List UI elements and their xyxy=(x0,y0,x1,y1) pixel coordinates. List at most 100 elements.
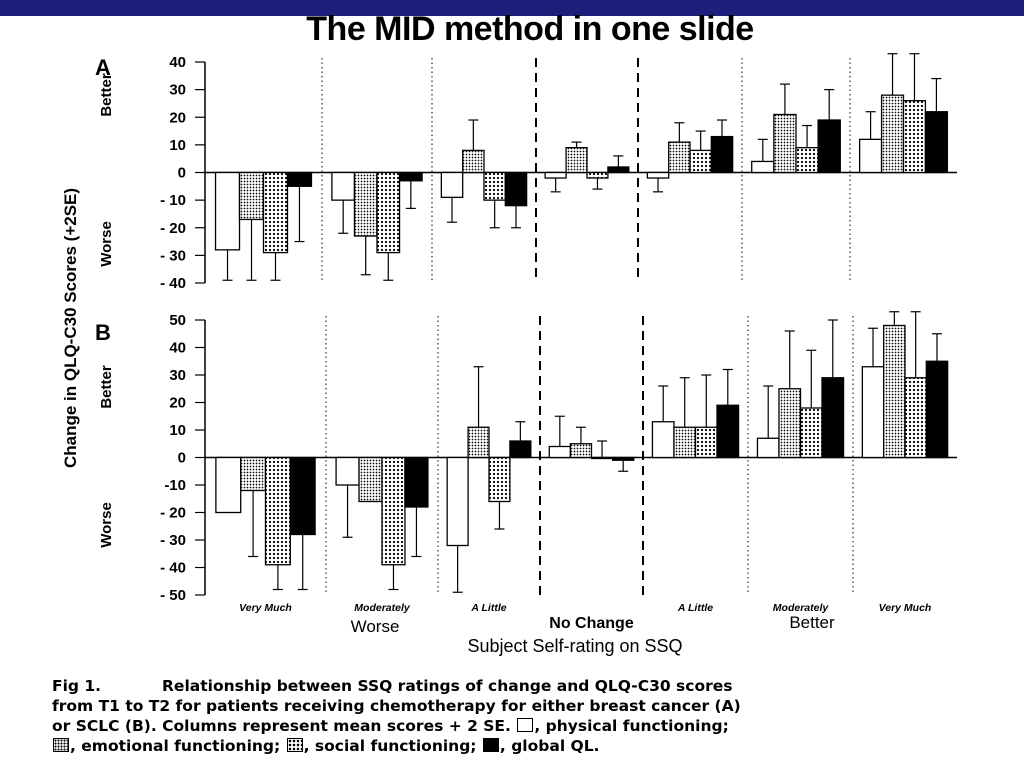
panel-a-bar-global xyxy=(710,135,734,174)
panel-b-bar-emotional xyxy=(673,426,697,459)
panel-b-bar-physical xyxy=(548,445,572,459)
panel-b-y-tick-label: 30 xyxy=(169,367,186,384)
caption-line-3: or SCLC (B). Columns represent mean scor… xyxy=(52,717,511,735)
legend-label-social: , social functioning; xyxy=(303,737,477,755)
panel-a-better-label: Better xyxy=(98,73,115,117)
panel-a-bar-emotional xyxy=(462,149,485,174)
slide-top-bar xyxy=(0,0,1024,16)
panel-a-bar-emotional xyxy=(565,146,588,174)
panel-a-worse-label: Worse xyxy=(98,221,115,267)
panel-a-bar-global xyxy=(817,119,841,174)
panel-a-y-tick-label: 20 xyxy=(169,109,186,126)
panel-a-y-tick-label: - 20 xyxy=(160,220,186,237)
panel-b-bar-global xyxy=(821,377,845,459)
panel-b-y-tick-label: 10 xyxy=(169,422,186,439)
panel-b-worse-label: Worse xyxy=(98,502,115,548)
legend-label-global: , global QL. xyxy=(499,737,600,755)
panel-a-bar-global xyxy=(398,171,423,182)
panel-a-bar-physical xyxy=(331,171,356,201)
panel-b-y-tick-label: 20 xyxy=(169,395,186,412)
panel-b-bar-physical xyxy=(651,421,675,459)
legend-label-physical: , physical functioning; xyxy=(534,717,729,735)
panel-b-bar-social xyxy=(590,456,614,460)
panel-a-bar-emotional xyxy=(773,113,797,174)
panel-b-bar-emotional xyxy=(569,443,593,459)
panel-b-y-tick-label: - 40 xyxy=(160,560,186,577)
panel-a-bar-emotional xyxy=(238,171,265,221)
panel-b-y-tick-label: - 50 xyxy=(160,587,186,604)
panel-b-bar-emotional xyxy=(778,388,802,459)
panel-a-y-tick-label: 40 xyxy=(169,54,186,71)
figure-caption: Fig 1. Relationship between SSQ ratings o… xyxy=(52,676,972,756)
panel-b-bar-emotional xyxy=(883,324,906,459)
panel-a-bar-physical xyxy=(544,171,567,179)
x-category-label: Moderately xyxy=(354,602,411,614)
panel-a-bar-emotional xyxy=(353,171,378,237)
panel-a-bar-physical xyxy=(214,171,241,251)
panel-b-bar-social xyxy=(264,456,291,566)
panel-a-bar-physical xyxy=(646,171,670,179)
slide-title: The MID method in one slide xyxy=(306,10,754,48)
panel-a-bar-physical xyxy=(751,160,775,174)
panel-b-bar-physical xyxy=(756,437,780,459)
panel-b-bar-physical xyxy=(446,456,469,547)
x-axis-title: Subject Self-rating on SSQ xyxy=(467,636,682,656)
caption-fig-label: Fig 1. xyxy=(52,677,102,695)
legend-swatch-physical xyxy=(517,718,534,732)
panel-b-bar-emotional xyxy=(240,456,267,492)
panel-a-bar-physical xyxy=(858,138,883,174)
panel-b-bar-physical xyxy=(861,366,885,459)
panel-a-bar-social xyxy=(689,149,712,174)
panel-b-bar-global xyxy=(716,404,740,459)
x-category-label: No Change xyxy=(549,615,634,632)
panel-b-y-tick-label: 50 xyxy=(169,312,186,329)
panel-b-y-tick-label: -10 xyxy=(164,477,186,494)
legend-swatch-social xyxy=(286,738,303,752)
panel-b-bar-global xyxy=(289,456,316,536)
panel-a-bar-social xyxy=(376,171,401,254)
panel-b-bar-social xyxy=(694,426,718,459)
panel-b-y-tick-label: - 30 xyxy=(160,532,186,549)
panel-a-bar-emotional xyxy=(668,141,691,174)
panel-b-bar-social xyxy=(381,456,406,566)
panel-b-better-label: Better xyxy=(98,365,115,409)
panel-a-bar-social xyxy=(483,171,506,201)
legend-label-emotional: , emotional functioning; xyxy=(70,737,281,755)
panel-a-y-tick-label: - 10 xyxy=(160,192,186,209)
legend-swatch-emotional xyxy=(53,738,69,752)
panel-b-bar-global xyxy=(509,440,532,459)
panel-b-bar-social xyxy=(799,407,823,459)
panel-a-bar-physical xyxy=(440,171,464,199)
panel-b-bar-physical xyxy=(335,456,360,486)
panel-a-bar-global xyxy=(504,171,528,207)
panel-a-letter: A xyxy=(95,55,111,80)
panel-b-bar-social xyxy=(488,456,511,503)
panel-a-bar-global xyxy=(924,111,949,174)
x-group-label-better: Better xyxy=(789,613,835,632)
panel-b-bar-emotional xyxy=(467,426,490,459)
panel-b-letter: B xyxy=(95,320,111,345)
panel-b-y-tick-label: 40 xyxy=(169,340,186,357)
x-group-label-worse: Worse xyxy=(351,617,400,636)
panel-a-bar-social xyxy=(902,100,927,174)
panel-b-y-tick-label: - 20 xyxy=(160,505,186,522)
caption-line-2: from T1 to T2 for patients receiving che… xyxy=(52,697,741,715)
panel-b-bar-global xyxy=(925,360,949,459)
panel-a-y-tick-label: 0 xyxy=(178,165,186,182)
x-category-label: Very Much xyxy=(239,602,292,614)
panel-a-y-tick-label: - 40 xyxy=(160,275,186,292)
panel-b-bar-emotional xyxy=(358,456,383,503)
panel-a-bar-global xyxy=(286,171,313,187)
panel-b-bar-global xyxy=(404,456,429,508)
panel-a-bar-emotional xyxy=(880,94,905,174)
panel-a-y-tick-label: 10 xyxy=(169,137,186,154)
panel-a-y-tick-label: - 30 xyxy=(160,247,186,264)
panel-b-bar-global xyxy=(611,456,635,461)
panel-a-bar-social xyxy=(586,171,609,179)
panel-a-bar-social xyxy=(262,171,289,254)
x-category-label: A Little xyxy=(677,602,713,614)
x-category-label: A Little xyxy=(470,602,506,614)
y-axis-title: Change in QLQ-C30 Scores (+2SE) xyxy=(61,188,80,468)
panel-a-y-tick-label: 30 xyxy=(169,82,186,99)
